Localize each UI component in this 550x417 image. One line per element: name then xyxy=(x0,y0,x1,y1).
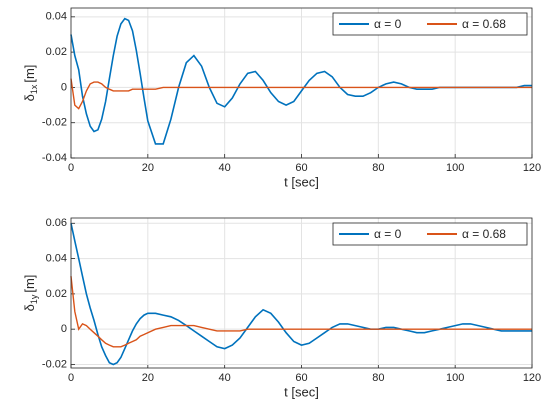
y-axis-label: δ1y[m] xyxy=(22,275,39,312)
y-tick-label: -0.04 xyxy=(42,152,67,164)
y-tick-label: 0.02 xyxy=(46,46,67,58)
x-tick-label: 80 xyxy=(372,372,384,384)
x-tick-label: 60 xyxy=(295,372,307,384)
axes-box xyxy=(70,217,533,369)
y-tick-label: 0 xyxy=(61,81,67,93)
legend-label: α = 0 xyxy=(374,17,402,31)
y-tick-label: 0 xyxy=(61,323,67,335)
y-label-symbol: δ xyxy=(22,94,37,101)
y-label-subscript: 1x xyxy=(29,84,39,94)
y-label-subscript: 1y xyxy=(29,294,39,304)
x-tick-label: 40 xyxy=(219,162,231,174)
x-tick-label: 120 xyxy=(523,162,541,174)
x-tick-label: 20 xyxy=(142,372,154,384)
x-tick-label: 100 xyxy=(446,372,464,384)
x-tick-label: 20 xyxy=(142,162,154,174)
legend-label: α = 0.68 xyxy=(462,17,506,31)
x-tick-label: 100 xyxy=(446,162,464,174)
y-tick-label: -0.02 xyxy=(42,358,67,370)
series-line xyxy=(70,78,532,110)
x-axis-label: t [sec] xyxy=(284,174,319,189)
x-tick-label: 0 xyxy=(68,162,74,174)
x-tick-label: 120 xyxy=(523,372,541,384)
y-tick-label: -0.02 xyxy=(42,117,67,129)
series-line xyxy=(70,276,532,348)
y-tick-label: 0.04 xyxy=(46,252,67,264)
y-label-unit: [m] xyxy=(22,275,37,293)
legend-label: α = 0.68 xyxy=(462,227,506,241)
y-tick-label: 0.06 xyxy=(46,217,67,229)
legend-label: α = 0 xyxy=(374,227,402,241)
y-label-unit: [m] xyxy=(22,65,37,83)
y-tick-label: 0.02 xyxy=(46,288,67,300)
x-tick-label: 60 xyxy=(295,162,307,174)
x-tick-label: 40 xyxy=(219,372,231,384)
y-axis-label: δ1x[m] xyxy=(22,65,39,102)
axes-box xyxy=(70,7,533,159)
x-tick-label: 0 xyxy=(68,372,74,384)
y-tick-label: 0.04 xyxy=(46,11,67,23)
x-tick-label: 80 xyxy=(372,162,384,174)
x-axis-label: t [sec] xyxy=(284,384,319,399)
y-label-symbol: δ xyxy=(22,304,37,311)
